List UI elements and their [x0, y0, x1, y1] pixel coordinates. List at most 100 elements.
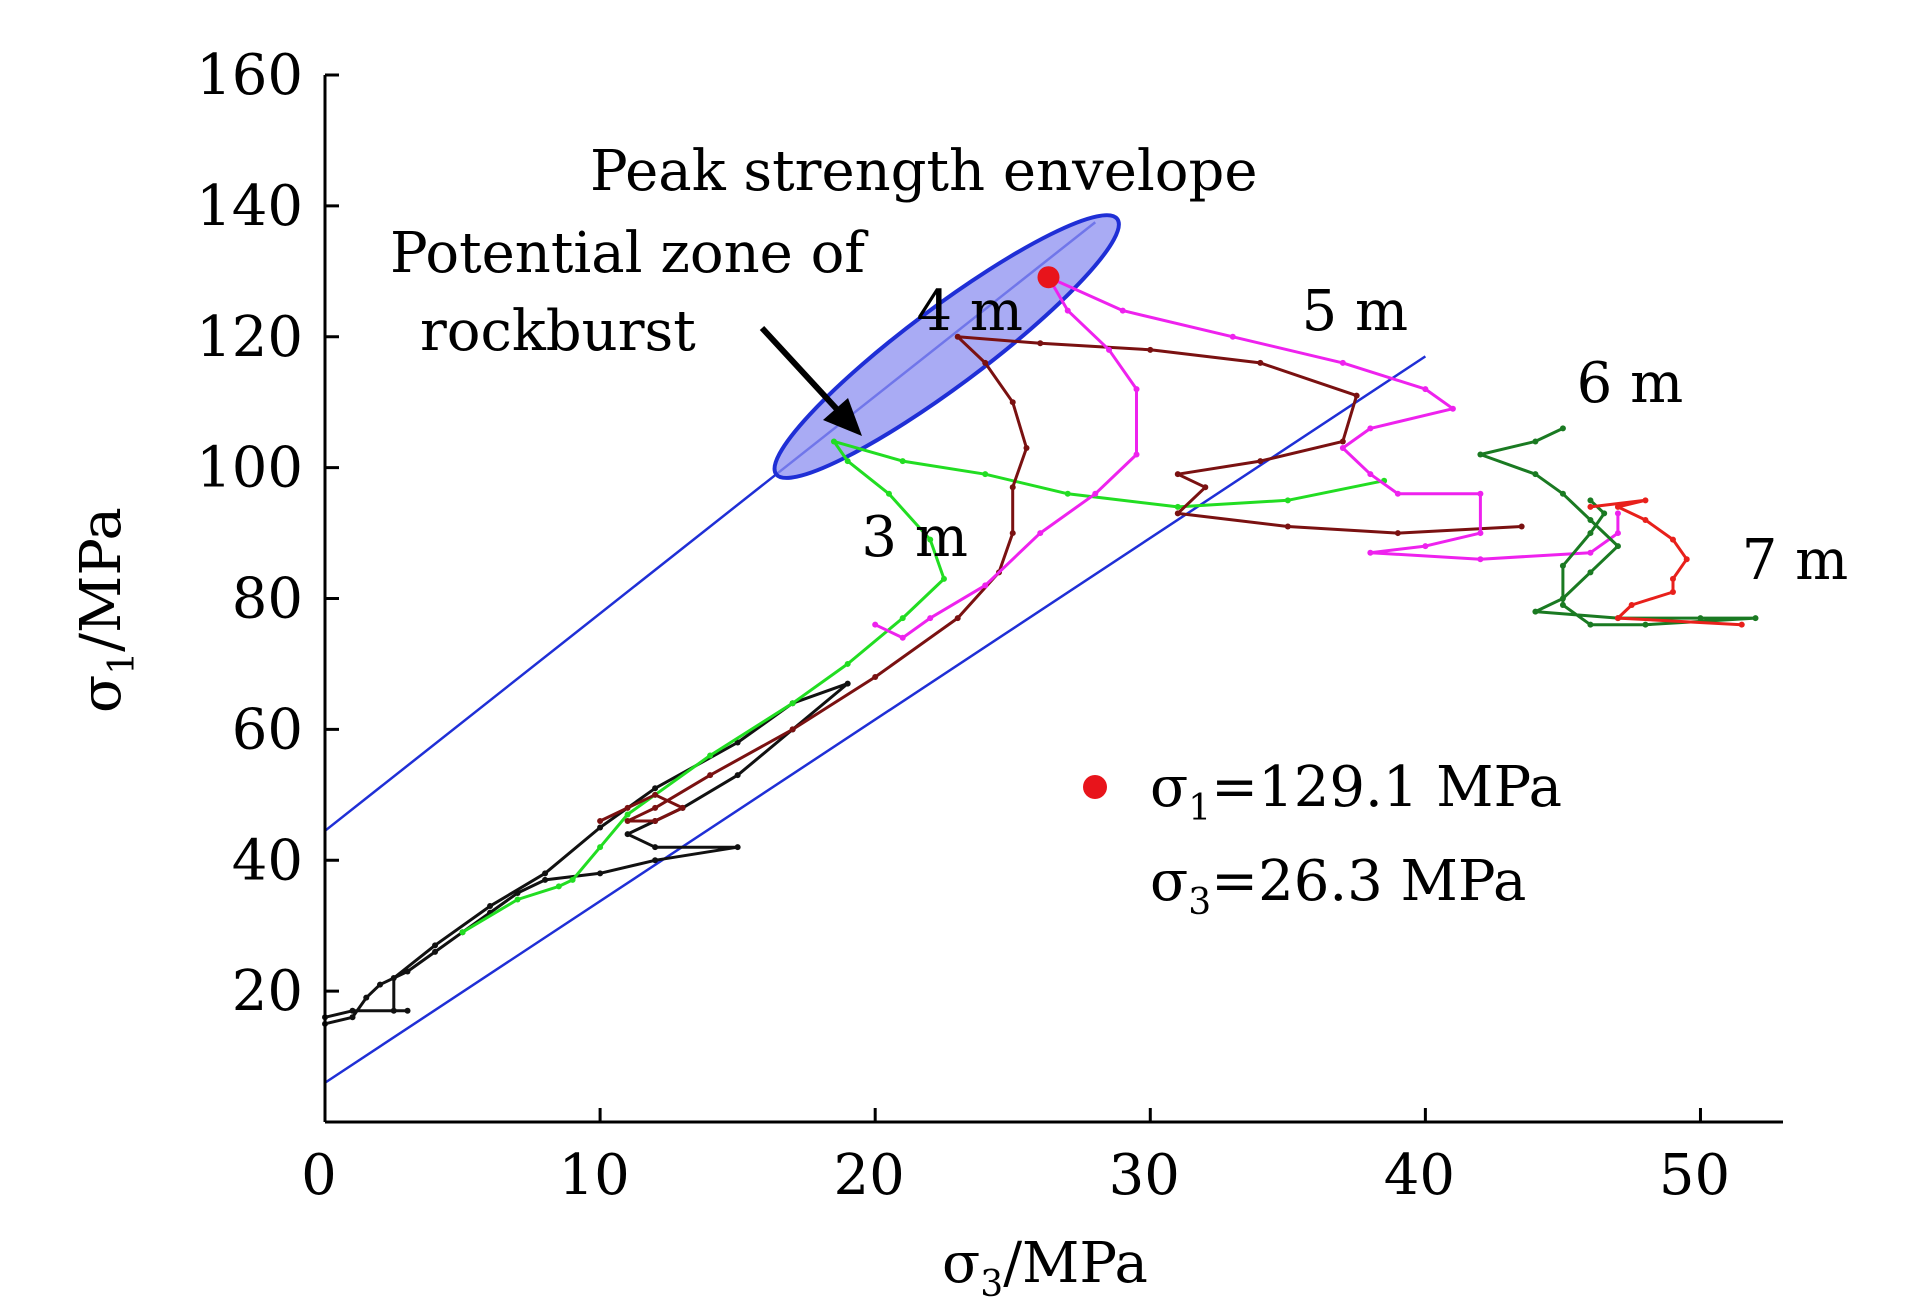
x-tick-label: 20	[834, 1143, 905, 1208]
data-point	[1339, 359, 1346, 366]
data-point	[1532, 438, 1539, 445]
data-point	[1284, 497, 1291, 504]
data-point	[1642, 621, 1649, 628]
data-point	[1339, 438, 1346, 445]
data-point	[830, 438, 837, 445]
data-point	[1257, 359, 1264, 366]
data-point	[1023, 444, 1030, 451]
data-point	[1532, 608, 1539, 615]
data-point	[624, 831, 631, 838]
envelope-line-2	[324, 355, 1427, 1084]
data-point	[624, 811, 631, 818]
peak-point	[1037, 266, 1060, 289]
data-point	[1174, 510, 1181, 517]
data-point	[1477, 490, 1484, 497]
data-point	[624, 817, 631, 824]
data-point	[844, 680, 851, 687]
data-point	[569, 876, 576, 883]
data-point	[1064, 307, 1071, 314]
data-point	[1353, 392, 1360, 399]
data-point	[1037, 340, 1044, 347]
data-point	[1642, 497, 1649, 504]
data-point	[555, 883, 562, 890]
data-point	[1683, 556, 1690, 563]
data-point	[872, 674, 879, 681]
legend-sigma3: σ3=26.3 MPa	[1150, 849, 1526, 923]
data-point	[789, 700, 796, 707]
data-point	[652, 791, 659, 798]
data-point	[1106, 346, 1113, 353]
x-tick-label: 0	[301, 1143, 337, 1208]
data-point	[1009, 530, 1016, 537]
y-ticks: 20 40 60 80 100 120 140 160	[196, 43, 339, 1024]
data-point	[1587, 516, 1594, 523]
x-ticks: 0 10 20 30 40 50	[301, 1108, 1730, 1208]
data-point	[1587, 549, 1594, 556]
x-tick-label: 40	[1384, 1143, 1455, 1208]
series-line-7-m	[1590, 498, 1742, 627]
data-point	[899, 634, 906, 641]
data-point	[597, 870, 604, 877]
data-point	[789, 726, 796, 733]
data-point	[1587, 503, 1594, 510]
peak-strength-envelope-label: Peak strength envelope	[590, 139, 1257, 204]
series-line-6-m	[1478, 427, 1757, 627]
data-point	[1614, 503, 1621, 510]
legend: σ1=129.1 MPa σ3=26.3 MPa	[1083, 755, 1562, 923]
series-group	[322, 274, 1759, 1027]
data-point	[940, 575, 947, 582]
data-point	[1614, 510, 1621, 517]
data-point	[542, 876, 549, 883]
data-point	[844, 660, 851, 667]
data-point	[597, 844, 604, 851]
data-point	[377, 981, 384, 988]
data-point	[1147, 346, 1154, 353]
legend-peak-marker	[1083, 775, 1107, 799]
data-point	[734, 772, 741, 779]
data-point	[1229, 333, 1236, 340]
data-point	[404, 1007, 411, 1014]
x-tick-label: 30	[1109, 1143, 1180, 1208]
series-label-5-m: 5 m	[1302, 279, 1409, 344]
y-tick-label: 20	[232, 959, 303, 1024]
data-point	[1367, 425, 1374, 432]
zone-arrow	[759, 325, 862, 436]
series-label-7-m: 7 m	[1742, 528, 1849, 593]
data-point	[927, 615, 934, 622]
data-point	[1367, 471, 1374, 478]
data-point	[1738, 621, 1745, 628]
data-point	[597, 824, 604, 831]
data-point	[652, 804, 659, 811]
data-point	[1587, 569, 1594, 576]
data-point	[459, 929, 466, 936]
data-point	[982, 359, 989, 366]
data-point	[1587, 530, 1594, 537]
data-point	[982, 582, 989, 589]
series-labels: 3 m 4 m 5 m 6 m 7 m	[861, 279, 1848, 593]
data-point	[1133, 451, 1140, 458]
data-point	[652, 844, 659, 851]
data-point	[1422, 386, 1429, 393]
data-point	[885, 490, 892, 497]
data-point	[1669, 536, 1676, 543]
data-point	[1477, 451, 1484, 458]
data-point	[1587, 621, 1594, 628]
data-point	[1477, 556, 1484, 563]
data-point	[1477, 530, 1484, 537]
series-label-4-m: 4 m	[916, 279, 1023, 344]
data-point	[1174, 471, 1181, 478]
data-point	[390, 1007, 397, 1014]
data-point	[652, 785, 659, 792]
data-point	[349, 1014, 356, 1021]
data-point	[1614, 530, 1621, 537]
data-point	[514, 896, 521, 903]
data-point	[1009, 399, 1016, 406]
data-point	[1339, 444, 1346, 451]
data-point	[1518, 523, 1525, 530]
data-point	[487, 903, 494, 910]
data-point	[404, 968, 411, 975]
series-line-3-m	[461, 439, 1385, 934]
data-point	[432, 948, 439, 955]
data-point	[1559, 602, 1566, 609]
